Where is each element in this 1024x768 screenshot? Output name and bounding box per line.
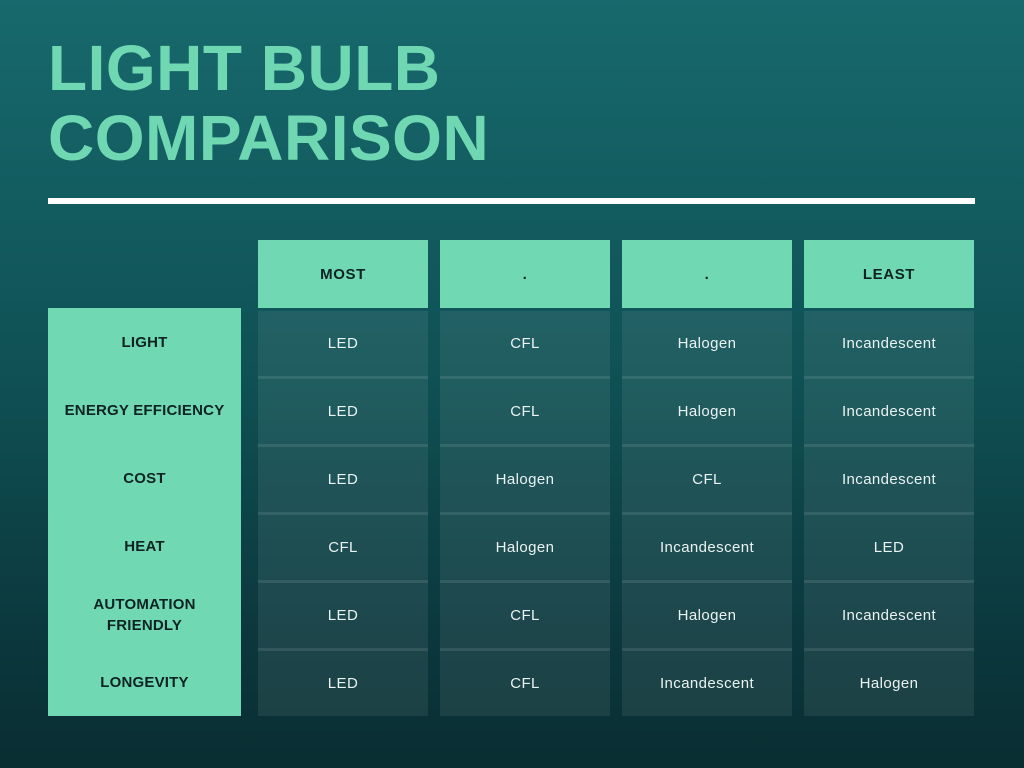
table-cell: LED bbox=[258, 376, 428, 444]
comparison-table: MOST LED LED LED CFL LED LED . CFL CFL H… bbox=[258, 240, 974, 716]
row-header-energy-efficiency: ENERGY EFFICIENCY bbox=[64, 402, 225, 420]
page-title: LIGHT BULB COMPARISON bbox=[48, 33, 489, 173]
table-cell: Incandescent bbox=[804, 580, 974, 648]
table-cell: Halogen bbox=[804, 648, 974, 716]
column-header-second: . bbox=[440, 240, 610, 308]
column-header-third: . bbox=[622, 240, 792, 308]
title-divider bbox=[48, 198, 975, 204]
table-cell: CFL bbox=[440, 580, 610, 648]
table-cell: LED bbox=[258, 444, 428, 512]
table-cell: LED bbox=[804, 512, 974, 580]
table-cell: Halogen bbox=[622, 311, 792, 376]
page-title-line1: LIGHT BULB bbox=[48, 32, 441, 104]
table-cell: Halogen bbox=[622, 580, 792, 648]
row-header-automation-friendly: AUTOMATION FRIENDLY bbox=[93, 596, 196, 634]
column-most: MOST LED LED LED CFL LED LED bbox=[258, 240, 428, 716]
table-cell: CFL bbox=[622, 444, 792, 512]
table-cell: Incandescent bbox=[622, 512, 792, 580]
column-least: LEAST Incandescent Incandescent Incandes… bbox=[804, 240, 974, 716]
table-cell: Halogen bbox=[622, 376, 792, 444]
table-cell: CFL bbox=[440, 648, 610, 716]
column-header-least: LEAST bbox=[804, 240, 974, 308]
row-header-light: LIGHT bbox=[121, 334, 168, 352]
table-cell: Incandescent bbox=[804, 444, 974, 512]
table-cell: Incandescent bbox=[804, 376, 974, 444]
table-cell: Incandescent bbox=[804, 311, 974, 376]
row-header-cost: COST bbox=[123, 470, 166, 488]
table-cell: Halogen bbox=[440, 444, 610, 512]
table-cell: Halogen bbox=[440, 512, 610, 580]
column-third: . Halogen Halogen CFL Incandescent Halog… bbox=[622, 240, 792, 716]
column-second: . CFL CFL Halogen Halogen CFL CFL bbox=[440, 240, 610, 716]
row-header-longevity: LONGEVITY bbox=[100, 674, 189, 692]
table-cell: CFL bbox=[440, 311, 610, 376]
table-cell: LED bbox=[258, 311, 428, 376]
table-cell: LED bbox=[258, 648, 428, 716]
table-cell: LED bbox=[258, 580, 428, 648]
table-cell: Incandescent bbox=[622, 648, 792, 716]
page-title-line2: COMPARISON bbox=[48, 102, 490, 174]
table-cell: CFL bbox=[258, 512, 428, 580]
row-header-column: LIGHT ENERGY EFFICIENCY COST HEAT AUTOMA… bbox=[48, 308, 241, 716]
table-cell: CFL bbox=[440, 376, 610, 444]
row-header-heat: HEAT bbox=[124, 538, 165, 556]
column-header-most: MOST bbox=[258, 240, 428, 308]
